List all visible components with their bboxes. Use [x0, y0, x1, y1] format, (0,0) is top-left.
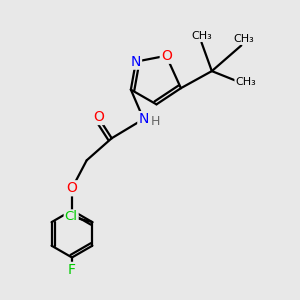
- Text: H: H: [151, 115, 160, 128]
- Text: O: O: [93, 110, 104, 124]
- Text: O: O: [161, 49, 172, 63]
- Text: Cl: Cl: [65, 210, 78, 223]
- Text: CH₃: CH₃: [234, 34, 255, 44]
- Text: N: N: [138, 112, 149, 126]
- Text: CH₃: CH₃: [235, 77, 256, 87]
- Text: F: F: [68, 263, 76, 277]
- Text: O: O: [67, 181, 77, 195]
- Text: CH₃: CH₃: [191, 31, 212, 41]
- Text: N: N: [131, 55, 141, 69]
